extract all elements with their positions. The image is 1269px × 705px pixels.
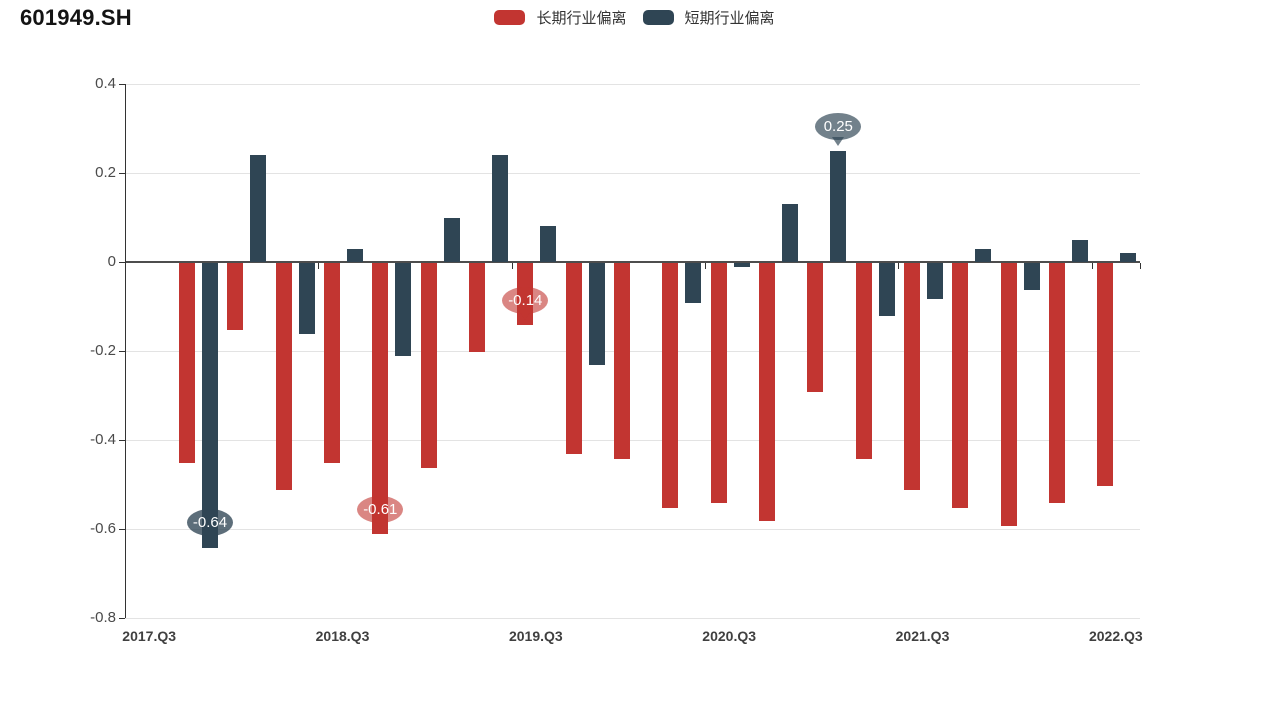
bar-long-2018.Q3[interactable]	[324, 263, 340, 464]
bar-short-2021.Q2[interactable]	[878, 263, 895, 317]
bar-long-2019.Q1[interactable]	[420, 263, 437, 468]
bar-short-2020.Q2[interactable]	[685, 263, 702, 303]
y-axis-tick	[119, 529, 125, 530]
bar-short-2020.Q4[interactable]	[782, 204, 798, 262]
bar-long-2022.Q2[interactable]	[1049, 263, 1065, 504]
bar-short-2018.Q1[interactable]	[250, 155, 267, 262]
y-axis-label: 0.4	[95, 75, 116, 92]
bar-long-2021.Q1[interactable]	[807, 263, 824, 392]
x-axis-tick	[511, 263, 513, 269]
bar-short-2021.Q3[interactable]	[927, 263, 943, 299]
bar-short-2019.Q3[interactable]	[540, 226, 557, 262]
y-axis-label: -0.4	[90, 431, 116, 448]
y-axis-tick	[119, 351, 125, 352]
data-label-badge: -0.14	[502, 286, 549, 314]
y-axis-tick	[119, 173, 125, 174]
bar-long-2019.Q2[interactable]	[469, 263, 485, 352]
bar-short-2018.Q4[interactable]	[395, 263, 412, 357]
x-axis-tick	[705, 263, 706, 269]
legend-swatch-long-icon	[494, 10, 526, 25]
gridline	[125, 440, 1140, 441]
data-label-badge-tail	[374, 519, 387, 529]
bar-long-2020.Q3[interactable]	[710, 263, 727, 504]
y-axis-tick	[119, 618, 125, 619]
legend-item-long[interactable]: 长期行业偏离	[494, 7, 627, 28]
bar-long-2018.Q2[interactable]	[275, 263, 292, 490]
x-axis-zero-line	[125, 261, 1140, 263]
bar-short-2019.Q2[interactable]	[492, 155, 508, 262]
bar-long-2018.Q1[interactable]	[227, 263, 244, 330]
gridline	[125, 618, 1140, 619]
data-label-badge-tail	[832, 137, 845, 147]
chart-title: 601949.SH	[20, 5, 132, 30]
bar-long-2021.Q2[interactable]	[855, 263, 872, 459]
gridline	[125, 351, 1140, 352]
bar-short-2019.Q1[interactable]	[443, 217, 460, 262]
bar-long-2021.Q3[interactable]	[904, 263, 920, 490]
gridline	[125, 173, 1140, 174]
bar-short-2019.Q4[interactable]	[588, 263, 605, 366]
bar-long-2019.Q4[interactable]	[565, 263, 582, 455]
legend-label-short: 短期行业偏离	[684, 10, 775, 27]
bar-short-2021.Q1[interactable]	[830, 150, 847, 262]
bar-long-2022.Q1[interactable]	[1000, 263, 1017, 526]
data-label-badge-tail	[204, 533, 216, 543]
x-axis-tick	[125, 263, 126, 269]
legend: 长期行业偏离 短期行业偏离	[0, 7, 1269, 28]
data-label-badge: -0.61	[357, 495, 404, 523]
y-axis-label: -0.2	[90, 342, 116, 359]
bar-short-2022.Q1[interactable]	[1023, 263, 1040, 290]
bar-short-2018.Q3[interactable]	[347, 248, 363, 262]
bar-short-2018.Q2[interactable]	[298, 263, 315, 335]
y-axis-tick	[119, 262, 125, 263]
x-axis-tick	[318, 263, 320, 269]
bar-long-2020.Q1[interactable]	[614, 263, 630, 459]
y-axis-label: -0.6	[90, 520, 116, 537]
bar-long-2021.Q4[interactable]	[952, 263, 969, 508]
legend-label-long: 长期行业偏离	[536, 10, 627, 27]
x-axis-label: 2020.Q3	[702, 628, 757, 644]
bar-long-2020.Q4[interactable]	[759, 263, 775, 522]
bar-short-2021.Q4[interactable]	[975, 248, 992, 262]
bar-long-2017.Q4[interactable]	[179, 263, 195, 464]
y-axis-label: -0.8	[90, 609, 116, 626]
data-label-badge: -0.64	[187, 509, 233, 537]
y-axis-line	[125, 84, 126, 618]
bar-long-2018.Q4[interactable]	[372, 263, 389, 535]
gridline	[125, 529, 1140, 530]
x-axis-tick	[898, 263, 900, 269]
x-axis-label: 2017.Q3	[122, 628, 177, 644]
x-axis-label: 2019.Q3	[508, 628, 563, 644]
data-label-badge: 0.25	[815, 113, 862, 141]
bar-short-2020.Q3[interactable]	[733, 263, 750, 268]
y-axis-tick	[119, 440, 125, 441]
bar-short-2022.Q3[interactable]	[1120, 253, 1137, 262]
y-axis-label: 0.2	[95, 164, 116, 181]
x-axis-label: 2021.Q3	[895, 628, 950, 644]
bar-long-2022.Q3[interactable]	[1097, 263, 1114, 486]
x-axis-end-tick	[1140, 263, 1141, 269]
x-axis-label: 2022.Q3	[1088, 628, 1143, 644]
legend-swatch-short-icon	[642, 10, 674, 25]
x-axis-tick	[1091, 263, 1093, 269]
gridline	[125, 84, 1140, 85]
bar-long-2020.Q2[interactable]	[662, 263, 679, 508]
data-label-badge-tail	[519, 310, 532, 320]
y-axis-tick	[119, 84, 125, 85]
x-axis-label: 2018.Q3	[315, 628, 370, 644]
legend-item-short[interactable]: 短期行业偏离	[642, 7, 775, 28]
bar-short-2017.Q4[interactable]	[202, 263, 218, 548]
y-axis-label: 0	[107, 253, 116, 270]
bar-short-2022.Q2[interactable]	[1072, 239, 1088, 263]
